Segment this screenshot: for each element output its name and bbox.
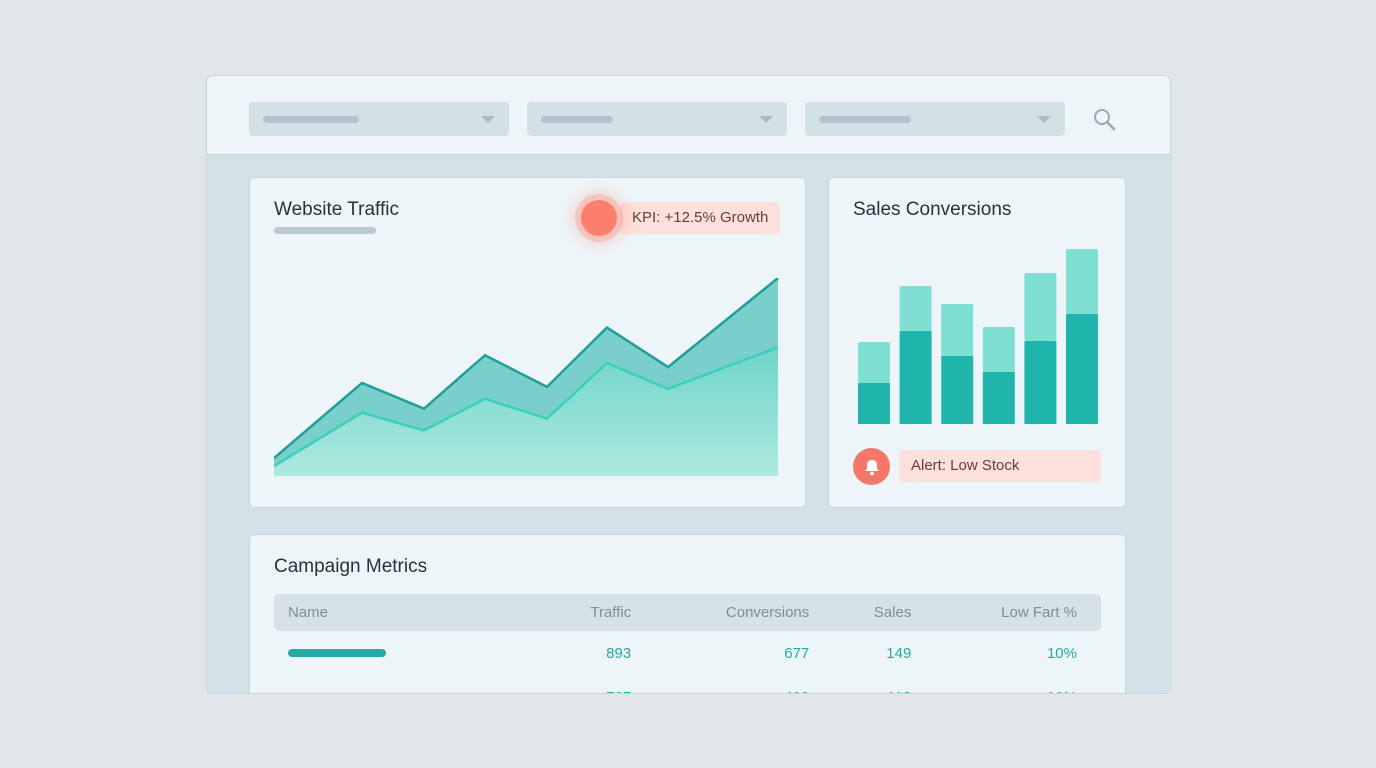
cell-traffic: 767 [548, 675, 656, 694]
campaign-metrics-card: Campaign Metrics Name Traffic Conversion… [249, 534, 1126, 694]
filter-dropdown-3[interactable] [805, 102, 1065, 136]
dashboard-window: Website Traffic KPI: +12.5% Growth Sales… [206, 75, 1171, 694]
alert-bell-button[interactable] [853, 448, 890, 485]
kpi-indicator-dot [581, 200, 617, 236]
filter-dropdown-1[interactable] [249, 102, 509, 136]
col-traffic[interactable]: Traffic [547, 594, 656, 631]
bell-icon [864, 459, 879, 475]
subtitle-placeholder [274, 227, 376, 234]
chevron-down-icon [481, 116, 495, 123]
table-row[interactable]: 893 677 149 10% [274, 631, 1101, 675]
col-conversions[interactable]: Conversions [655, 594, 834, 631]
name-placeholder [288, 649, 386, 657]
sales-bar-chart [858, 249, 1098, 424]
name-placeholder [288, 693, 415, 694]
bar-bottom-6 [1066, 314, 1098, 424]
cell-conversions: 677 [784, 644, 810, 662]
bar-top-6 [1066, 249, 1098, 314]
area-series-2 [274, 347, 778, 476]
website-traffic-card: Website Traffic KPI: +12.5% Growth [249, 177, 806, 508]
cell-low-fart: 10% [1046, 644, 1077, 662]
cell-sales: 149 [886, 644, 912, 662]
placeholder-bar [541, 116, 613, 123]
campaign-table: Name Traffic Conversions Sales Low Fart … [274, 594, 1101, 694]
bar-bottom-4 [982, 372, 1015, 424]
table-row[interactable]: 76740911810% [274, 675, 1101, 694]
cell-conversions: 409 [655, 675, 833, 694]
chevron-down-icon [759, 116, 773, 123]
sales-conversions-card: Sales Conversions Alert: Low Stock [828, 177, 1126, 508]
bar-bottom-3 [941, 356, 974, 424]
cell-sales: 118 [833, 675, 935, 694]
bar-top-1 [858, 342, 890, 383]
bar-top-2 [899, 286, 932, 331]
cell-low-fart: 10% [935, 675, 1101, 694]
card-title: Campaign Metrics [274, 556, 428, 577]
bar-top-5 [1024, 273, 1057, 341]
bar-top-3 [941, 304, 974, 356]
col-low-fart[interactable]: Low Fart % [935, 594, 1101, 631]
card-title: Website Traffic [274, 199, 399, 220]
card-title: Sales Conversions [853, 199, 1012, 220]
bar-bottom-5 [1024, 341, 1057, 424]
alert-badge: Alert: Low Stock [899, 450, 1101, 482]
kpi-badge: KPI: +12.5% Growth [620, 202, 780, 234]
placeholder-bar [263, 116, 359, 123]
cell-traffic: 893 [606, 644, 632, 662]
traffic-area-chart [274, 278, 779, 476]
col-sales[interactable]: Sales [833, 594, 936, 631]
bar-bottom-1 [858, 383, 890, 424]
placeholder-bar [819, 116, 911, 123]
search-icon[interactable] [1093, 108, 1117, 132]
chevron-down-icon [1037, 116, 1051, 123]
filter-dropdown-2[interactable] [527, 102, 787, 136]
line-series-1 [274, 278, 779, 460]
col-name[interactable]: Name [274, 594, 548, 631]
bar-top-4 [982, 327, 1015, 372]
bar-bottom-2 [899, 331, 932, 424]
line-series-2 [274, 346, 779, 468]
filter-bar [207, 76, 1170, 155]
